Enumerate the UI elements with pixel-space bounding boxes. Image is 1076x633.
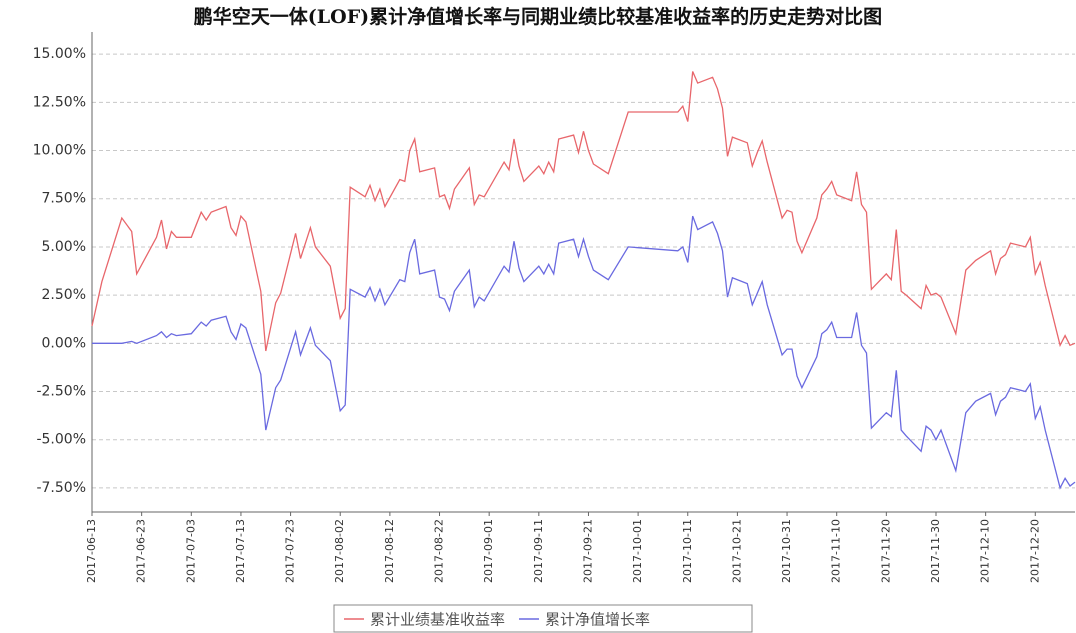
x-tick-label: 2017-10-31 bbox=[780, 519, 793, 583]
x-tick-label: 2017-08-22 bbox=[433, 519, 446, 583]
legend-box bbox=[333, 604, 753, 633]
x-tick-label: 2017-06-23 bbox=[135, 519, 148, 583]
chart-title: 鹏华空天一体(LOF)累计净值增长率与同期业绩比较基准收益率的历史走势对比图 bbox=[194, 5, 882, 28]
y-tick-label: -2.50% bbox=[36, 384, 86, 400]
y-tick-label: -7.50% bbox=[36, 480, 86, 496]
y-tick-label: 0.00% bbox=[42, 335, 86, 351]
x-tick-label: 2017-11-30 bbox=[929, 519, 942, 583]
y-tick-label: 2.50% bbox=[42, 287, 86, 303]
x-tick-label: 2017-10-21 bbox=[730, 519, 743, 583]
x-tick-label: 2017-12-10 bbox=[979, 519, 992, 583]
y-tick-label: 10.00% bbox=[33, 143, 86, 159]
x-tick-label: 2017-09-21 bbox=[581, 519, 594, 583]
x-tick-label: 2017-11-10 bbox=[830, 519, 843, 583]
x-tick-label: 2017-08-12 bbox=[383, 519, 396, 583]
series-line bbox=[92, 215, 1076, 490]
x-tick-label: 2017-11-20 bbox=[879, 519, 892, 583]
x-tick-label: 2017-07-23 bbox=[284, 519, 297, 583]
x-tick-label: 2017-10-11 bbox=[681, 519, 694, 583]
y-tick-label: 12.50% bbox=[33, 94, 86, 110]
x-tick-label: 2017-08-02 bbox=[333, 519, 346, 583]
legend-label: 累计业绩基准收益率 bbox=[370, 611, 505, 629]
y-tick-label: 5.00% bbox=[42, 239, 86, 255]
legend-label: 累计净值增长率 bbox=[545, 611, 650, 629]
x-tick-label: 2017-10-01 bbox=[631, 519, 644, 583]
y-tick-label: 7.50% bbox=[42, 191, 86, 207]
y-tick-label: -5.00% bbox=[36, 432, 86, 448]
series-line bbox=[91, 71, 1076, 352]
x-tick-label: 2017-09-11 bbox=[532, 519, 545, 583]
y-tick-label: 15.00% bbox=[33, 46, 86, 62]
x-tick-label: 2017-06-13 bbox=[85, 519, 98, 583]
x-tick-label: 2017-07-13 bbox=[234, 519, 247, 583]
x-tick-label: 2017-09-01 bbox=[482, 519, 495, 583]
x-tick-label: 2017-07-03 bbox=[184, 519, 197, 583]
x-tick-label: 2017-12-20 bbox=[1028, 519, 1041, 583]
